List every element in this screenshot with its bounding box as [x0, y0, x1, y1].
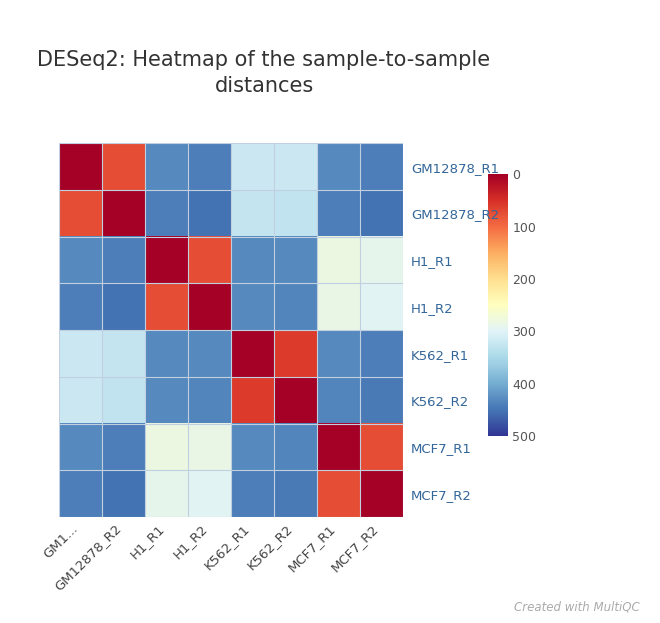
Text: DESeq2: Heatmap of the sample-to-sample
distances: DESeq2: Heatmap of the sample-to-sample …	[38, 50, 490, 96]
Text: Created with MultiQC: Created with MultiQC	[514, 601, 640, 614]
